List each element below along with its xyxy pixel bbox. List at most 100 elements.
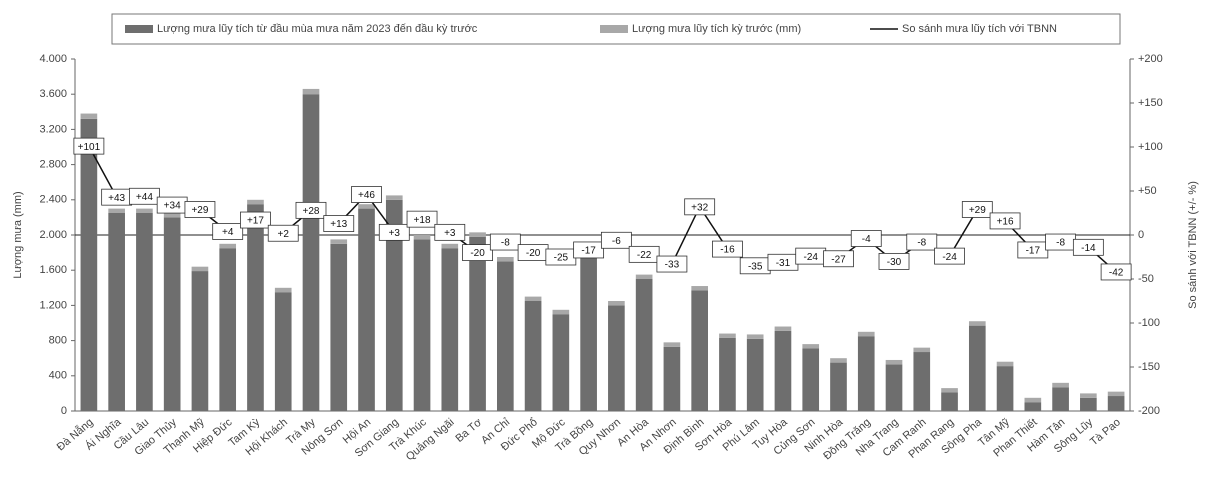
data-label: +18 (414, 215, 431, 226)
y2-tick-label: 0 (1138, 229, 1144, 241)
bar (913, 347, 931, 353)
bar (635, 279, 653, 411)
y2-tick-label: -150 (1138, 361, 1160, 373)
bar (1107, 391, 1125, 397)
bar (802, 344, 820, 349)
bar (163, 217, 181, 411)
bar (191, 271, 209, 411)
label-box (434, 223, 466, 241)
legend-label: Lượng mưa lũy tích từ đầu mùa mưa năm 20… (157, 23, 478, 35)
bar (413, 239, 431, 411)
bar (830, 358, 847, 363)
bar (996, 366, 1014, 411)
bar (691, 286, 708, 291)
data-label: -8 (1056, 238, 1065, 249)
bar (219, 243, 237, 249)
legend-swatch (600, 25, 628, 33)
bar (1052, 387, 1069, 411)
legend-label: So sánh mưa lũy tích với TBNN (902, 23, 1057, 35)
data-label: +32 (691, 202, 708, 213)
bar (441, 243, 459, 249)
bar (719, 337, 736, 411)
data-label: -8 (501, 238, 510, 249)
label-box (129, 187, 160, 205)
data-label: +4 (222, 227, 234, 238)
bar (968, 325, 986, 411)
bar (830, 362, 847, 411)
bar (247, 204, 264, 411)
y-tick-label: 800 (49, 335, 67, 347)
bar (580, 252, 597, 411)
y-tick-label: 3.200 (39, 123, 67, 135)
bar (108, 213, 125, 411)
bar (441, 248, 459, 411)
bar (552, 314, 570, 411)
x-tick-label: Tà Pao (1088, 416, 1123, 448)
data-label: -4 (862, 234, 871, 245)
bar (552, 309, 570, 315)
label-box (489, 233, 521, 251)
data-label: -22 (637, 250, 652, 261)
label-box (462, 244, 493, 262)
data-label: +101 (78, 142, 101, 153)
legend-label: Lượng mưa lũy tích kỳ trước (mm) (632, 23, 801, 35)
bar (608, 301, 625, 306)
bar (219, 248, 237, 411)
label-box (351, 186, 382, 203)
bar (497, 261, 514, 411)
data-label: -17 (581, 246, 596, 257)
label-box (823, 250, 854, 268)
data-label: -42 (1109, 268, 1124, 279)
bar (857, 331, 875, 337)
label-box (240, 211, 271, 229)
bar (774, 326, 792, 331)
label-box (73, 137, 105, 155)
data-label: -17 (1026, 246, 1041, 257)
data-label: -20 (526, 248, 541, 259)
y2-tick-label: +150 (1138, 97, 1163, 109)
label-box (1072, 238, 1104, 256)
bar (996, 361, 1014, 367)
data-label: +29 (969, 205, 986, 216)
data-label: -35 (748, 261, 763, 272)
bar (358, 208, 375, 411)
data-label: -31 (776, 258, 791, 269)
data-label: -6 (612, 236, 621, 247)
y-tick-label: 2.800 (39, 159, 67, 171)
data-label: +17 (247, 216, 264, 227)
bar (608, 305, 625, 411)
bar (191, 266, 209, 272)
data-label: +16 (997, 217, 1014, 228)
data-label: -20 (470, 248, 485, 259)
y-tick-label: 4.000 (39, 53, 67, 65)
data-label: +3 (389, 228, 401, 239)
bar (635, 274, 653, 279)
data-label: +3 (444, 228, 456, 239)
label-box (600, 231, 632, 249)
bar (524, 301, 542, 411)
bar (1024, 397, 1042, 403)
data-label: +29 (191, 205, 208, 216)
label-box (628, 245, 660, 263)
label-box (850, 230, 882, 247)
y-tick-label: 1.600 (39, 264, 67, 276)
bar (774, 330, 792, 411)
y2-tick-label: -100 (1138, 317, 1160, 329)
label-box (295, 201, 327, 219)
label-box (406, 210, 438, 228)
bar (136, 213, 153, 411)
label-box (323, 215, 355, 232)
label-box (573, 241, 605, 259)
y-tick-label: 1.200 (39, 299, 67, 311)
bar (247, 199, 264, 205)
bar (857, 336, 875, 411)
bar (108, 208, 125, 213)
data-label: -16 (720, 245, 735, 256)
label-box (656, 255, 688, 273)
bar (358, 204, 375, 209)
bar (413, 235, 431, 240)
bar (469, 236, 486, 411)
bar (885, 359, 903, 365)
label-box (1100, 263, 1132, 281)
label-box (684, 198, 716, 216)
